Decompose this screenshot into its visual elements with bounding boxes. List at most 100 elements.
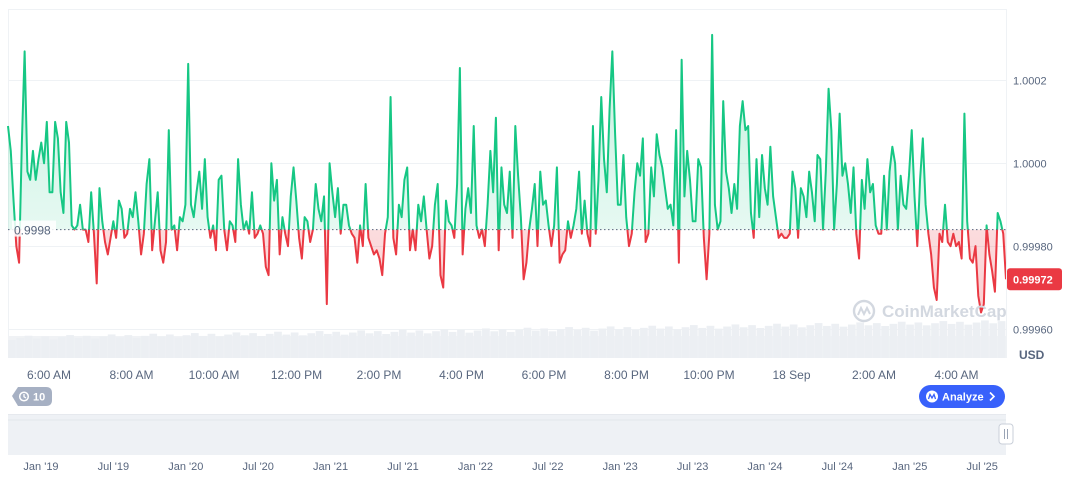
volume-bar [706, 325, 715, 358]
volume-bar [99, 336, 108, 358]
baseline-label-bg [12, 220, 56, 237]
volume-bar [914, 322, 923, 358]
volume-bar [382, 334, 390, 358]
volume-bar [265, 333, 274, 358]
volume-bar [598, 328, 607, 358]
x-tick-label: 2:00 PM [357, 368, 402, 382]
volume-bar [631, 330, 640, 358]
coinmarketcap-logo-icon [852, 299, 876, 323]
volume-bar [648, 325, 657, 358]
y-tick-label: 1.0000 [1013, 159, 1047, 171]
analyze-logo-icon [926, 390, 938, 403]
history-icon [18, 391, 30, 402]
y-tick-label: 1.0002 [1013, 76, 1047, 88]
volume-bar [240, 335, 249, 358]
history-button[interactable]: 10 [12, 387, 52, 406]
volume-bar [107, 334, 116, 358]
x-tick-label: 10:00 AM [189, 368, 240, 382]
volume-bar [282, 334, 291, 358]
volume-bar [548, 331, 557, 358]
navigator-tick-label: Jul '20 [242, 461, 273, 473]
navigator-tick-label: Jan '24 [747, 461, 782, 473]
volume-bar [540, 328, 548, 358]
volume-bar [806, 325, 815, 358]
volume-bar [615, 329, 623, 358]
coinmarketcap-watermark: CoinMarketCap [852, 299, 1007, 323]
volume-bar [831, 323, 840, 358]
volume-bar [182, 335, 191, 358]
volume-bar [340, 334, 349, 358]
volume-bar [498, 329, 507, 358]
volume-bar [989, 323, 998, 358]
volume-bar [24, 335, 33, 358]
volume-bar [656, 328, 665, 358]
volume-bar [365, 333, 374, 358]
volume-bar [997, 321, 1006, 358]
x-tick-label: 4:00 PM [439, 368, 484, 382]
x-tick-label: 4:00 AM [934, 368, 978, 382]
x-tick-label: 12:00 PM [271, 368, 322, 382]
navigator-handle-right[interactable] [998, 423, 1014, 445]
volume-bar [623, 327, 632, 358]
volume-bar [57, 337, 66, 358]
volume-bar [531, 330, 540, 358]
volume-bar [665, 326, 673, 358]
x-tick-label: 8:00 AM [109, 368, 153, 382]
volume-bar [373, 331, 382, 358]
volume-bar [232, 332, 241, 358]
coinmarketcap-logo-wave [857, 305, 871, 317]
x-tick-label: 18 Sep [772, 368, 810, 382]
volume-bar [207, 333, 216, 358]
volume-bar [748, 325, 756, 358]
volume-bar [482, 328, 490, 358]
volume-bar [465, 332, 474, 358]
volume-bar [116, 337, 124, 358]
volume-bar [166, 334, 174, 358]
navigator-tick-label: Jul '22 [532, 461, 563, 473]
volume-bar [8, 340, 16, 358]
volume-bar [490, 331, 499, 358]
volume-bar [423, 333, 432, 358]
volume-bar [964, 324, 973, 358]
range-navigator[interactable] [8, 414, 1014, 456]
navigator-tick-label: Jul '25 [966, 461, 997, 473]
volume-bar [124, 335, 133, 358]
navigator-tick-label: Jul '24 [822, 461, 853, 473]
volume-bar [922, 325, 931, 358]
area-below-baseline [15, 229, 1006, 313]
analyze-button[interactable]: Analyze [919, 385, 1005, 408]
volume-bar [432, 331, 440, 358]
volume-bar [731, 324, 740, 358]
volume-bar [781, 326, 790, 358]
price-line-up [7, 33, 1004, 230]
volume-bar [407, 332, 415, 358]
volume-bar [972, 322, 981, 358]
volume-bar [215, 336, 224, 358]
volume-bar [398, 329, 407, 358]
navigator-tick-label: Jul '19 [98, 461, 129, 473]
volume-bar [756, 328, 765, 358]
volume-bar [332, 331, 341, 358]
volume-bar [507, 332, 515, 358]
volume-bar [847, 324, 856, 358]
volume-bar [390, 331, 399, 358]
volume-bar [149, 333, 158, 358]
volume-bar [290, 332, 299, 358]
x-tick-label: 6:00 AM [27, 368, 71, 382]
volume-bar [814, 323, 823, 358]
price-line-down [14, 229, 1006, 314]
x-tick-label: 10:00 PM [683, 368, 734, 382]
volume-bar [190, 333, 199, 358]
volume-bar [415, 330, 424, 358]
volume-bar [41, 336, 49, 358]
volume-bar [723, 326, 731, 358]
volume-bar [590, 330, 598, 358]
navigator-tick-label: Jan '23 [603, 461, 638, 473]
volume-bar [798, 327, 806, 358]
volume-bar [872, 323, 881, 358]
volume-bar [299, 335, 307, 358]
volume-bar [689, 325, 698, 358]
volume-bar [199, 335, 207, 358]
volume-bar [673, 329, 682, 358]
